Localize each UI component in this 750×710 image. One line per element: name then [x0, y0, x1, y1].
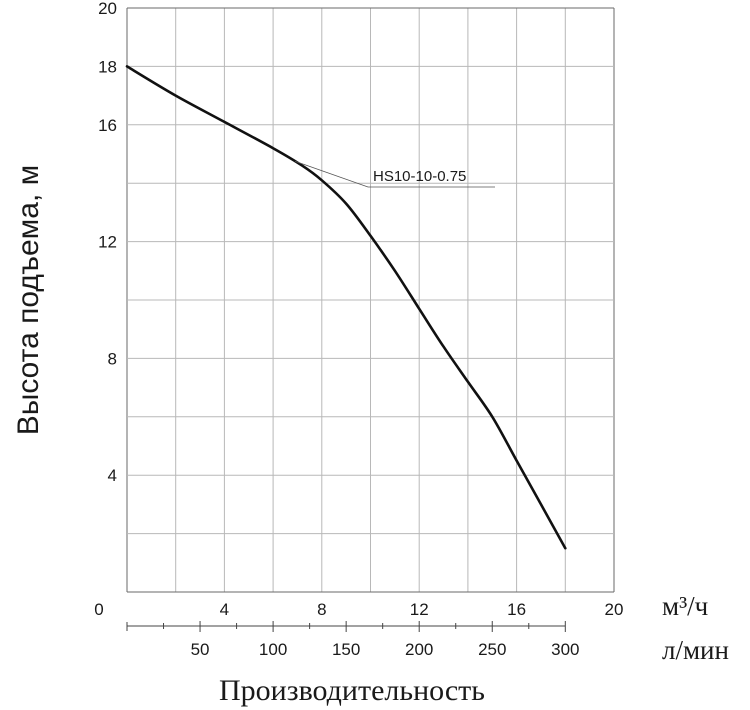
lpm-tick-label: 150: [332, 640, 360, 659]
y-tick-label: 18: [98, 57, 117, 76]
annotation-label: HS10-10-0.75: [373, 168, 466, 185]
y-tick-label: 20: [98, 0, 117, 18]
curve-layer: HS10-10-0.75: [125, 65, 567, 550]
x-tick-label: 4: [220, 600, 229, 619]
lpm-tick-label: 300: [551, 640, 579, 659]
x-tick-label: 20: [605, 600, 624, 619]
y-tick-label: 12: [98, 233, 117, 252]
x-tick-label: 0: [94, 600, 103, 619]
series-line-hs10-10-0-75: [125, 65, 567, 550]
x-tick-label: 8: [317, 600, 326, 619]
x-axis-label: Производительность: [219, 674, 485, 707]
x-unit-m3h: м³/ч: [662, 591, 708, 621]
annotation-leader: [294, 160, 495, 188]
y-axis-label: Высота подъема, м: [12, 165, 45, 436]
lpm-tick-label: 250: [478, 640, 506, 659]
lpm-tick-label: 100: [259, 640, 287, 659]
x-tick-label: 12: [410, 600, 429, 619]
x-tick-label: 16: [507, 600, 526, 619]
y-tick-label: 16: [98, 116, 117, 135]
lpm-tick-label: 50: [191, 640, 210, 659]
y-tick-label: 8: [108, 349, 117, 368]
y-tick-label: 4: [108, 466, 117, 485]
x-unit-lpm: л/мин: [662, 635, 729, 665]
grid: [126, 7, 615, 593]
lpm-tick-label: 200: [405, 640, 433, 659]
